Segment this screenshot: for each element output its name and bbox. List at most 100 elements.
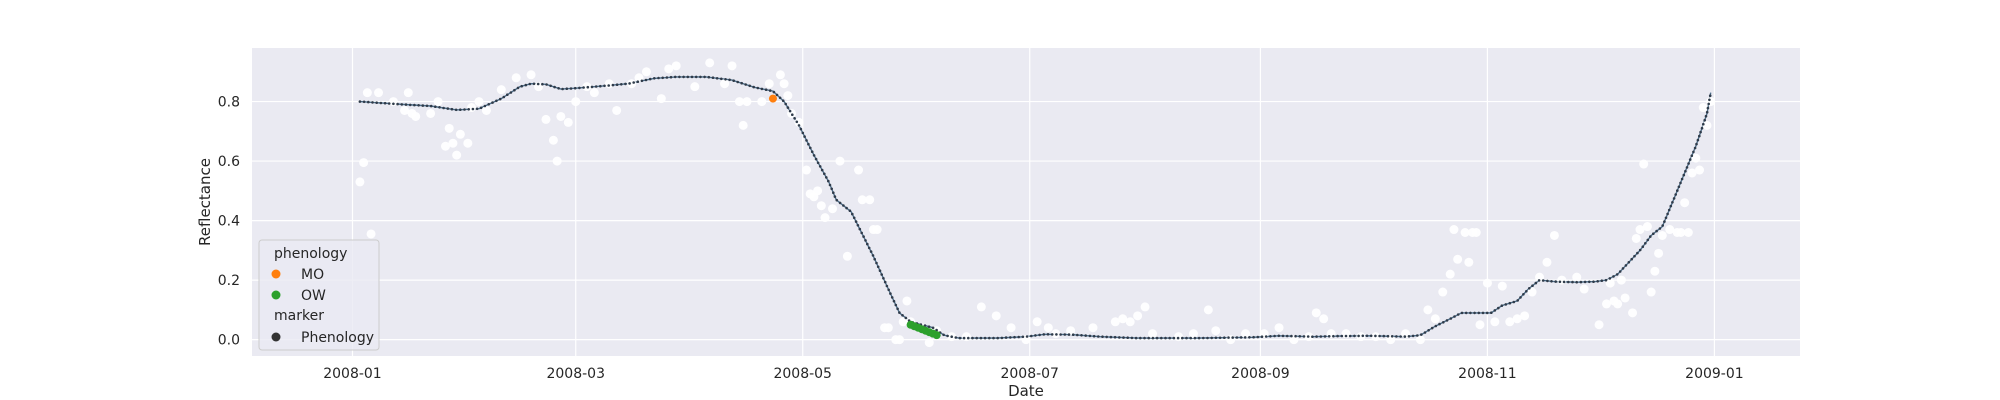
fitted-curve-marker [724,78,727,81]
fitted-curve-marker [1655,229,1658,233]
fitted-curve-marker [1500,304,1504,308]
x-tick-label: 2008-07 [1000,366,1059,382]
observation-point [426,108,436,118]
fitted-curve-marker [901,314,904,317]
observation-point [1453,254,1463,264]
fitted-curve-marker [1369,334,1373,338]
fitted-curve-marker [1185,336,1188,340]
observation-point [400,105,410,115]
observation-point [898,317,908,327]
fitted-curve-marker [1699,130,1702,134]
observation-point [474,97,484,107]
observation-point [1110,317,1120,327]
fitted-curve-marker [1583,280,1587,284]
fitted-curve-marker [795,120,799,124]
observation-point [1657,230,1667,240]
observation-point [1676,228,1686,238]
fitted-curve-marker [890,296,894,299]
fitted-curve-marker [1386,334,1390,338]
observation-point [463,138,473,148]
fitted-curve-marker [1567,280,1570,284]
x-tick-label: 2008-09 [1231,366,1290,382]
fitted-curve-marker [425,104,429,108]
fitted-curve-marker [1420,333,1423,336]
fitted-curve-marker [1038,333,1041,337]
observation-point [1449,225,1459,235]
fitted-curve-marker [1612,275,1615,278]
fitted-curve-marker [434,105,437,108]
fitted-curve-marker [788,109,792,113]
observation-point [1602,299,1611,309]
fitted-curve-marker [954,336,958,339]
fitted-curve-marker [1218,336,1222,340]
fitted-curve-marker [620,83,623,86]
fitted-curve-marker [942,333,945,337]
fitted-curve-marker [971,336,974,340]
observation-point [1631,233,1641,243]
observation-point [496,85,506,95]
fitted-curve-marker [1063,333,1067,336]
fitted-curve-marker [404,103,408,106]
observation-point [976,302,986,312]
fitted-curve-marker [573,86,577,90]
fitted-curve-marker [845,206,848,210]
fitted-curve-marker [699,75,702,79]
fitted-curve-marker [1674,193,1677,196]
fitted-curve-marker [467,108,471,111]
fitted-curve-marker [590,85,594,89]
fitted-curve-marker [506,93,509,96]
observation-point [455,129,465,139]
fitted-curve-marker [967,336,970,340]
observation-point [1527,287,1537,297]
fitted-curve-marker [549,84,552,88]
fitted-curve-marker [830,187,833,191]
x-tick-label: 2008-05 [773,366,832,382]
fitted-curve-marker [1438,322,1441,326]
fitted-curve-marker [648,77,652,81]
fitted-curve-marker [871,254,875,257]
fitted-curve-marker [1017,335,1020,339]
observation-point [355,177,365,187]
fitted-curve-marker [536,82,540,86]
y-tick-label: 0.8 [218,95,240,111]
fitted-curve-marker [1456,313,1460,316]
fitted-curve-marker [1105,335,1108,339]
fitted-curve-marker [1243,336,1247,339]
fitted-curve-marker [1460,311,1464,315]
observation-point [1430,314,1440,324]
fitted-curve-marker [1348,334,1352,338]
fitted-curve-marker [1618,270,1622,273]
fitted-curve-marker [707,75,711,79]
observation-point [1415,335,1425,345]
fitted-curve-marker [820,168,824,172]
observation-point [1438,287,1448,297]
observation-point [720,79,730,89]
observation-point [1628,308,1638,318]
fitted-curve-marker [524,83,528,87]
fitted-curve-marker [1663,220,1666,223]
observation-point [452,150,462,160]
fitted-curve-marker [1512,300,1516,304]
fitted-curve-marker [1504,303,1508,306]
x-tick-label: 2008-03 [546,366,605,382]
fitted-curve-marker [686,75,690,79]
observation-point [854,165,864,175]
fitted-curve-marker [838,201,842,205]
y-tick-label: 0.4 [218,214,240,230]
fitted-curve-marker [867,246,871,250]
fitted-curve-marker [1481,311,1485,315]
fitted-curve-marker [1302,335,1306,338]
fitted-curve-marker [1516,299,1519,302]
fitted-curve-marker [1677,185,1681,189]
fitted-curve-marker [1202,336,1205,340]
fitted-curve-marker [1067,333,1071,336]
fitted-curve-marker [1407,335,1411,338]
fitted-curve-marker [578,86,581,90]
observation-point [1203,305,1213,315]
fitted-curve-marker [887,288,890,292]
fitted-curve-marker [805,139,808,142]
observation-point [604,79,614,89]
fitted-curve-marker [791,113,794,116]
fitted-curve-marker [417,104,420,107]
observation-point [1043,323,1053,333]
